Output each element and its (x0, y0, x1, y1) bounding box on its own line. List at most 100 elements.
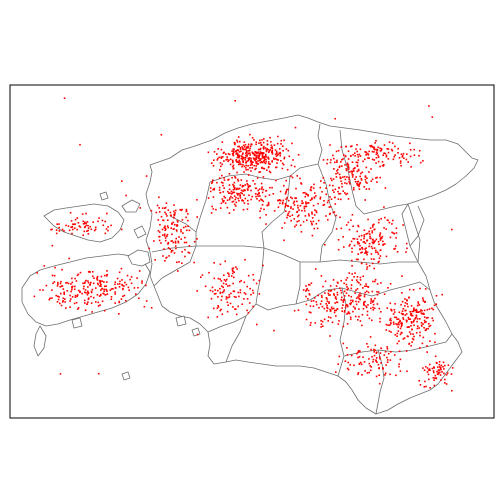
observation-point (236, 268, 238, 270)
observation-point (247, 146, 249, 149)
observation-point (340, 227, 343, 230)
observation-point (401, 156, 404, 158)
observation-point (329, 144, 331, 146)
observation-point (375, 249, 377, 252)
observation-point (251, 151, 254, 154)
observation-point (404, 314, 407, 316)
observation-point (342, 301, 345, 303)
observation-point (383, 152, 385, 154)
observation-point (366, 268, 368, 270)
observation-point (210, 162, 213, 164)
observation-point (396, 335, 398, 337)
observation-point (188, 245, 191, 247)
observation-point (410, 325, 412, 327)
observation-point (287, 214, 289, 217)
observation-point (359, 182, 361, 185)
observation-point (250, 159, 252, 161)
observation-point (378, 374, 380, 376)
observation-point (356, 184, 359, 187)
observation-point (359, 350, 361, 353)
observation-point (360, 172, 362, 175)
observation-point (389, 236, 392, 239)
observation-point (99, 285, 101, 287)
observation-point (74, 227, 76, 229)
observation-point (369, 365, 371, 367)
observation-point (330, 159, 332, 161)
observation-point (231, 192, 234, 194)
observation-point (222, 286, 224, 289)
observation-point (400, 153, 403, 156)
observation-point (180, 230, 182, 233)
observation-point (282, 201, 284, 204)
observation-point (354, 167, 356, 169)
observation-point (267, 157, 269, 159)
observation-point (362, 160, 364, 163)
observation-point (85, 279, 87, 282)
observation-point (276, 162, 278, 164)
observation-point (428, 368, 431, 370)
observation-point (338, 165, 341, 168)
observation-point (363, 301, 365, 303)
observation-point (233, 191, 236, 194)
observation-point (255, 282, 258, 285)
observation-point (255, 167, 257, 170)
observation-point (107, 229, 109, 232)
observation-point (235, 205, 237, 207)
observation-point (311, 211, 313, 214)
observation-point (428, 105, 430, 107)
observation-point (150, 209, 153, 212)
observation-point (43, 265, 46, 267)
observation-point (102, 292, 104, 295)
observation-point (59, 302, 61, 305)
observation-point (174, 223, 176, 226)
observation-point (381, 235, 384, 238)
observation-point (232, 150, 235, 153)
observation-point (358, 153, 361, 156)
observation-point (377, 160, 380, 163)
observation-point (401, 154, 404, 157)
observation-point (71, 285, 74, 288)
observation-point (359, 279, 362, 281)
observation-point (271, 151, 274, 153)
observation-point (293, 309, 296, 312)
observation-point (374, 278, 377, 281)
observation-point (349, 243, 351, 246)
observation-point (364, 199, 366, 201)
observation-point (42, 289, 44, 291)
observation-point (262, 152, 265, 154)
observation-point (51, 228, 53, 231)
observation-point (383, 354, 386, 356)
observation-point (370, 168, 372, 170)
observation-point (271, 160, 273, 162)
observation-point (420, 312, 423, 314)
observation-point (366, 343, 368, 345)
observation-point (48, 298, 51, 301)
observation-point (415, 310, 418, 313)
observation-point (418, 379, 420, 382)
observation-point (367, 218, 369, 221)
observation-point (244, 143, 247, 146)
observation-point (234, 100, 236, 102)
observation-point (333, 293, 335, 295)
observation-point (248, 158, 250, 161)
observation-point (82, 234, 84, 236)
observation-point (377, 363, 380, 366)
observation-point (264, 156, 266, 158)
observation-point (372, 358, 375, 361)
observation-point (373, 267, 375, 270)
observation-point (366, 290, 368, 293)
observation-point (104, 294, 107, 296)
observation-point (351, 170, 354, 173)
observation-point (365, 285, 368, 287)
observation-point (432, 308, 435, 311)
observation-point (124, 299, 127, 302)
observation-point (242, 185, 245, 187)
observation-point (158, 196, 160, 199)
observation-point (238, 163, 240, 166)
observation-point (216, 181, 218, 184)
observation-point (241, 186, 244, 188)
observation-point (384, 216, 386, 219)
observation-point (418, 154, 420, 157)
observation-point (337, 248, 340, 251)
observation-point (406, 247, 408, 250)
